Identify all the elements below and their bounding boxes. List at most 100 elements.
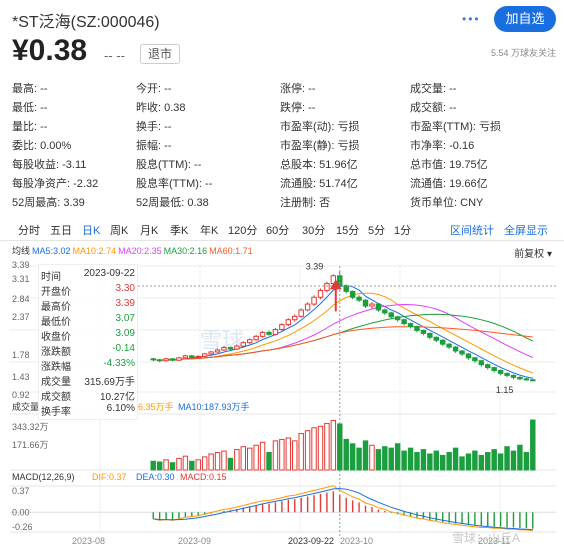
kline-chart[interactable]: 雪球3.393.312.842.371.781.430.923.391.15成交… — [0, 242, 564, 547]
tooltip-row: 收盘价 3.09 — [41, 328, 137, 343]
candle-body — [298, 309, 304, 317]
quote-value: -- — [446, 83, 457, 95]
tab-12[interactable]: 1分 — [394, 225, 412, 237]
volume-bar — [465, 453, 472, 471]
tab-2[interactable]: 日K — [82, 225, 101, 237]
volume-bar — [259, 441, 266, 471]
quote-key: 昨收: — [136, 102, 162, 114]
tab-0[interactable]: 分时 — [18, 225, 40, 237]
tab-4[interactable]: 月K — [140, 225, 159, 237]
volume-bar — [304, 430, 311, 471]
tab-10[interactable]: 15分 — [336, 225, 360, 237]
tab-7[interactable]: 120分 — [228, 225, 258, 237]
volume-bar — [247, 447, 253, 471]
tooltip-row: 换手率 6.10% — [41, 403, 137, 418]
price-tick: 3.39 — [12, 260, 30, 270]
candle-body — [485, 364, 491, 369]
divider — [0, 240, 564, 241]
volume-tick: 343.32万 — [12, 422, 49, 432]
more-icon[interactable]: ••• — [462, 12, 481, 26]
candle-body — [189, 355, 195, 358]
range-stats-link[interactable]: 区间统计 — [450, 225, 494, 237]
quote-key: 委比: — [12, 140, 38, 152]
tooltip-value: 3.07 — [115, 313, 135, 324]
volume-bar — [330, 419, 337, 471]
tab-11[interactable]: 5分 — [368, 225, 386, 237]
candle-body — [304, 303, 311, 311]
candle-body — [163, 358, 169, 362]
quote-value: 19.75亿 — [446, 159, 488, 171]
quote-key: 流通值: — [410, 178, 447, 190]
tooltip-key: 收盘价 — [41, 332, 71, 343]
quote-key: 今开: — [136, 83, 162, 95]
volume-bar — [446, 452, 452, 471]
quote-cell: 总股本: 51.96亿 — [280, 156, 358, 172]
tab-3[interactable]: 周K — [110, 225, 129, 237]
current-price: ¥0.38 — [12, 34, 88, 67]
tooltip-value: 2023-09-22 — [83, 268, 135, 279]
tooltip-row: 涨跌额 -0.14 — [41, 343, 137, 358]
quote-key: 成交量: — [410, 83, 447, 95]
candle-body — [407, 323, 414, 328]
tooltip-key: 涨跌幅 — [41, 362, 71, 373]
candle-body — [349, 290, 356, 298]
candle-body — [240, 342, 246, 347]
candle-body — [201, 353, 208, 357]
candle-body — [234, 345, 240, 350]
quote-row: 最低: -- 昨收: 0.38 跌停: -- 成交额: -- — [12, 99, 560, 117]
quote-key: 市净率: — [410, 140, 447, 152]
quote-cell: 每股收益: -3.11 — [12, 156, 86, 172]
tab-6[interactable]: 年K — [200, 225, 219, 237]
volume-bar — [266, 452, 272, 471]
candle-body — [285, 319, 292, 326]
macd-legend-item: MACD(12,26,9) — [12, 472, 75, 482]
quote-key: 52周最低: — [136, 197, 185, 209]
quote-cell: 振幅: -- — [136, 137, 171, 153]
fullscreen-link[interactable]: 全屏显示 — [504, 225, 548, 237]
volume-bar — [169, 462, 176, 471]
volume-bar — [472, 450, 478, 471]
tooltip-row: 最低价 3.07 — [41, 313, 137, 328]
volume-bar — [195, 459, 201, 471]
candle-body — [317, 289, 324, 298]
volume-bar — [221, 450, 227, 471]
candle-body — [324, 283, 330, 291]
quote-key: 股息率(TTM): — [136, 178, 202, 190]
quote-value: -- — [201, 178, 213, 190]
quote-value: -0.16 — [446, 140, 475, 152]
candle-body — [491, 367, 497, 372]
quote-key: 52周最高: — [12, 197, 61, 209]
macd-tick: 0.37 — [12, 486, 30, 496]
ma-legend-item: 均线 — [12, 246, 31, 256]
volume-bar — [208, 453, 214, 471]
volume-bar — [292, 440, 298, 471]
tab-5[interactable]: 季K — [170, 225, 189, 237]
volume-bar — [214, 452, 221, 471]
adjust-select[interactable]: 前复权 ▾ — [514, 249, 552, 260]
tooltip-key: 开盘价 — [41, 287, 71, 298]
tooltip-key: 最高价 — [41, 302, 71, 313]
quote-row: 52周最高: 3.39 52周最低: 0.38 注册制: 否 货币单位: CNY — [12, 194, 560, 212]
candle-body — [208, 351, 214, 355]
volume-bar — [452, 447, 459, 471]
tooltip-key: 换手率 — [41, 407, 71, 418]
followers-count: 5.54 万球友关注 — [490, 48, 556, 58]
add-watchlist-button[interactable]: 加自选 — [494, 6, 556, 32]
volume-bar — [337, 423, 343, 471]
tooltip-row: 涨跌幅 -4.33% — [41, 358, 137, 373]
candle-body — [247, 339, 253, 344]
volume-bar — [356, 447, 362, 471]
quote-cell: 市盈率(动): 亏损 — [280, 118, 359, 134]
quote-cell: 跌停: -- — [280, 99, 315, 115]
volume-bar — [407, 447, 414, 471]
quote-key: 流通股: — [280, 178, 317, 190]
quote-value: -- — [190, 159, 202, 171]
tab-1[interactable]: 五日 — [50, 225, 72, 237]
volume-bar — [176, 457, 182, 471]
quote-cell: 市净率: -0.16 — [410, 137, 474, 153]
tab-8[interactable]: 60分 — [266, 225, 290, 237]
tab-9[interactable]: 30分 — [302, 225, 326, 237]
volume-bar — [311, 427, 317, 471]
quote-key: 成交额: — [410, 102, 447, 114]
volume-bar — [369, 444, 375, 471]
